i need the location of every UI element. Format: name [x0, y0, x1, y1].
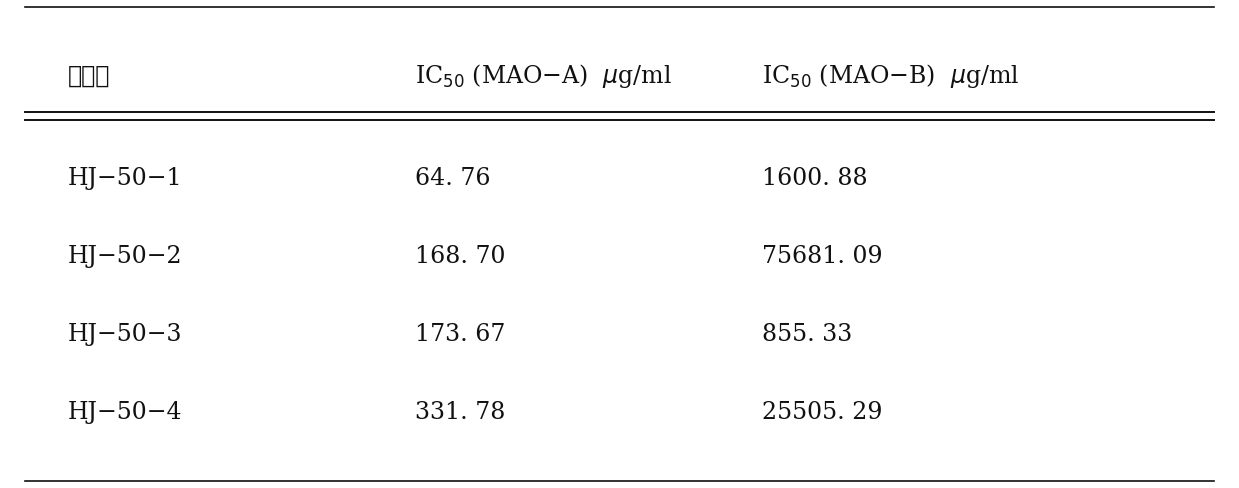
Text: 75681. 09: 75681. 09 [762, 244, 882, 268]
Text: IC$_{50}$ (MAO$-$B)  $\mu$g/ml: IC$_{50}$ (MAO$-$B) $\mu$g/ml [762, 61, 1020, 90]
Text: 168. 70: 168. 70 [415, 244, 506, 268]
Text: IC$_{50}$ (MAO$-$A)  $\mu$g/ml: IC$_{50}$ (MAO$-$A) $\mu$g/ml [415, 61, 673, 90]
Text: HJ−50−1: HJ−50−1 [68, 166, 183, 190]
Text: HJ−50−3: HJ−50−3 [68, 323, 182, 346]
Text: HJ−50−2: HJ−50−2 [68, 244, 183, 268]
Text: 25505. 29: 25505. 29 [762, 401, 882, 424]
Text: 331. 78: 331. 78 [415, 401, 506, 424]
Text: HJ−50−4: HJ−50−4 [68, 401, 183, 424]
Text: 提取物: 提取物 [68, 63, 110, 88]
Text: 173. 67: 173. 67 [415, 323, 506, 346]
Text: 855. 33: 855. 33 [762, 323, 852, 346]
Text: 64. 76: 64. 76 [415, 166, 491, 190]
Text: 1600. 88: 1600. 88 [762, 166, 867, 190]
